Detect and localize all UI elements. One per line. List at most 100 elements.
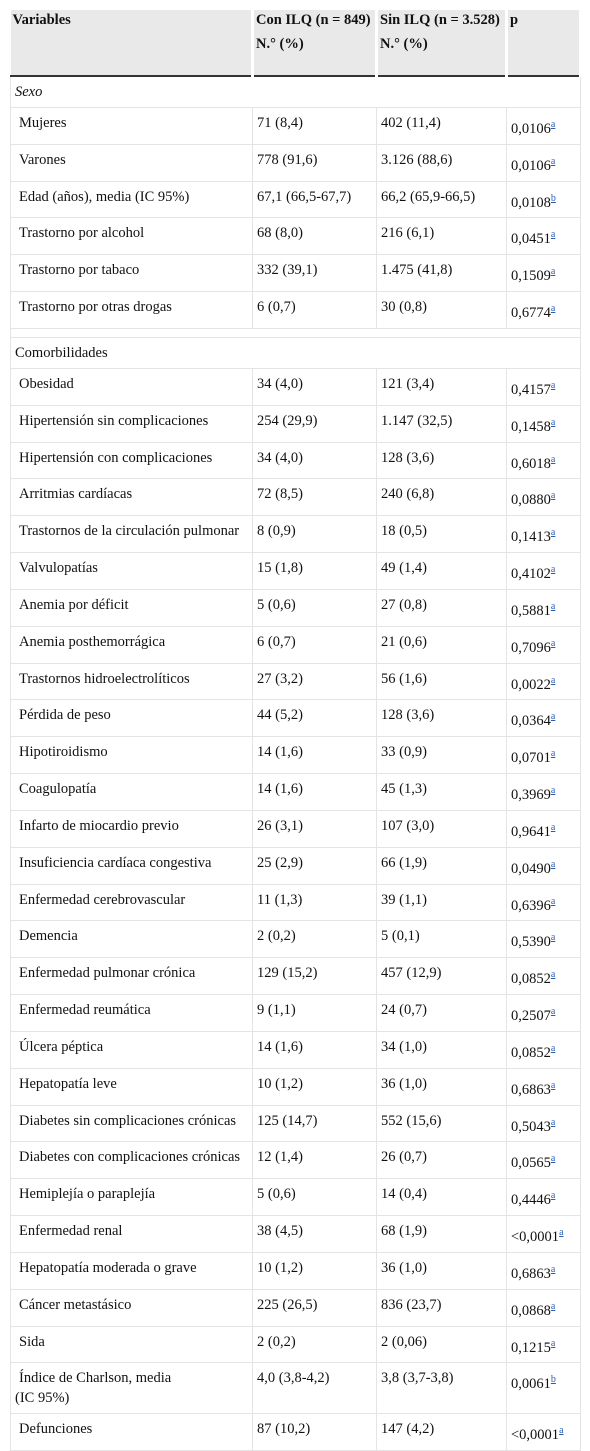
footnote-link[interactable]: a <box>550 821 556 833</box>
footnote-marker: a <box>551 1261 555 1275</box>
footnote-link[interactable]: b <box>550 1374 556 1386</box>
data-row: Trastorno por tabaco 332 (39,1) 1.475 (41,… <box>10 254 581 293</box>
p-cell: 0,4446a <box>506 1178 581 1217</box>
footnote-link[interactable]: a <box>550 379 556 391</box>
footnote-marker: a <box>551 561 555 575</box>
cell: 27 (0,8) <box>376 588 507 627</box>
footnote-link[interactable]: a <box>550 1337 556 1349</box>
footnote-link[interactable]: b <box>550 192 556 204</box>
footnote-link[interactable]: a <box>550 1153 556 1165</box>
footnote-link[interactable]: a <box>550 895 556 907</box>
footnote-link[interactable]: a <box>550 785 556 797</box>
cell: 836 (23,7) <box>376 1288 507 1327</box>
footnote-marker: a <box>551 745 555 759</box>
p-cell: 0,1458a <box>506 404 581 443</box>
header-subtext: N.° (%) <box>380 36 428 52</box>
cell: 14 (1,6) <box>252 773 377 811</box>
footnote-link[interactable]: a <box>550 490 556 502</box>
p-value: <0,0001 <box>511 1427 560 1444</box>
cell: 49 (1,4) <box>376 552 507 590</box>
p-cell: 0,0565a <box>506 1141 581 1180</box>
footnote-marker: a <box>551 856 555 870</box>
cell: 34 (4,0) <box>252 441 377 480</box>
cell: 240 (6,8) <box>376 478 507 517</box>
data-row: Edad (años), media (IC 95%) 67,1 (66,5-67… <box>10 180 581 219</box>
footnote-link[interactable]: a <box>550 527 556 539</box>
footnote-link[interactable]: a <box>550 711 556 723</box>
data-row: Pérdida de peso 44 (5,2) 128 (3,6) 0,0364a <box>10 699 581 738</box>
p-cell: 0,0108b <box>506 180 581 219</box>
footnote-marker: a <box>551 1298 555 1312</box>
cell: 38 (4,5) <box>252 1215 377 1253</box>
data-row: Anemia posthemorrágica 6 (0,7) 21 (0,6) 0,7… <box>10 625 581 664</box>
footnote-link[interactable]: a <box>550 600 556 612</box>
p-cell: <0,0001a <box>506 1413 581 1451</box>
footnote-marker: a <box>551 1040 555 1054</box>
row-label: Úlcera péptica <box>10 1030 253 1069</box>
data-row: Sida 2 (0,2) 2 (0,06) 0,1215a <box>10 1325 581 1364</box>
footnote-link[interactable]: a <box>559 1227 564 1239</box>
row-label: Insuficiencia cardíaca congestiva <box>10 846 253 885</box>
footnote-link[interactable]: a <box>550 932 556 944</box>
p-cell: 0,6774a <box>506 291 581 329</box>
header-cell: Sin ILQ (n = 3.528) N.° (%) <box>376 10 508 77</box>
p-cell: 0,0880a <box>506 478 581 517</box>
cell: 67,1 (66,5-67,7) <box>252 180 377 219</box>
row-label: Arritmias cardíacas <box>10 478 253 517</box>
footnote-link[interactable]: a <box>550 119 556 130</box>
footnote-link[interactable]: a <box>550 674 556 686</box>
data-row: Mujeres 71 (8,4) 402 (11,4) 0,0106a <box>10 107 581 145</box>
cell: 402 (11,4) <box>376 107 507 145</box>
footnote-link[interactable]: a <box>550 1079 556 1091</box>
footnote-link[interactable]: a <box>550 229 556 241</box>
p-cell: 0,6018a <box>506 441 581 480</box>
footnote-link[interactable]: a <box>550 266 556 278</box>
footnote-link[interactable]: a <box>550 1006 556 1018</box>
footnote-link[interactable]: a <box>550 1263 556 1275</box>
data-row: Diabetes sin complicaciones crónicas 125 … <box>10 1104 581 1143</box>
footnote-link[interactable]: a <box>550 637 556 649</box>
row-label: Varones <box>10 143 253 182</box>
data-row: Diabetes con complicaciones crónicas 12 (… <box>10 1141 581 1180</box>
footnote-marker: a <box>551 893 555 907</box>
footnote-marker: a <box>551 1077 555 1091</box>
cell: 3,8 (3,7-3,8) <box>376 1362 507 1415</box>
footnote-marker: a <box>551 451 555 465</box>
footnote-link[interactable]: a <box>550 1042 556 1054</box>
cell: 36 (1,0) <box>376 1251 507 1290</box>
p-value: 0,1413 <box>511 529 551 546</box>
cell: 3.126 (88,6) <box>376 143 507 182</box>
footnote-link[interactable]: a <box>550 858 556 870</box>
row-label: Anemia por déficit <box>10 588 253 627</box>
footnote-link[interactable]: a <box>550 1190 556 1202</box>
cell: 4,0 (3,8-4,2) <box>252 1362 377 1415</box>
data-row: Hemiplejía o paraplejía 5 (0,6) 14 (0,4) 0,… <box>10 1178 581 1217</box>
row-label: Enfermedad renal <box>10 1215 253 1253</box>
footnote-link[interactable]: a <box>550 416 556 428</box>
cell: 1.475 (41,8) <box>376 254 507 293</box>
row-label: Trastorno por otras drogas <box>10 291 253 329</box>
section-title: Sexo <box>10 75 581 108</box>
p-value: 0,2507 <box>511 1007 551 1024</box>
row-label: Valvulopatías <box>10 552 253 590</box>
cell: 128 (3,6) <box>376 699 507 738</box>
footnote-link[interactable]: a <box>550 453 556 465</box>
data-row: Enfermedad reumática 9 (1,1) 24 (0,7) 0,250… <box>10 994 581 1032</box>
cell: 128 (3,6) <box>376 441 507 480</box>
footnote-link[interactable]: a <box>559 1425 564 1437</box>
footnote-link[interactable]: a <box>550 1300 556 1312</box>
row-label: Defunciones <box>10 1413 253 1451</box>
footnote-link[interactable]: a <box>550 564 556 576</box>
footnote-link[interactable]: a <box>550 748 556 760</box>
footnote-marker: a <box>551 672 555 686</box>
p-value: 0,0701 <box>511 750 551 767</box>
footnote-link[interactable]: a <box>550 1116 556 1128</box>
footnote-link[interactable]: a <box>550 303 556 315</box>
cell: 2 (0,06) <box>376 1325 507 1364</box>
footnote-marker: a <box>551 487 555 501</box>
row-label: Sida <box>10 1325 253 1364</box>
data-row: Hepatopatía leve 10 (1,2) 36 (1,0) 0,6863a <box>10 1067 581 1106</box>
p-cell: 0,5390a <box>506 920 581 959</box>
footnote-link[interactable]: a <box>550 155 556 167</box>
footnote-link[interactable]: a <box>550 969 556 981</box>
